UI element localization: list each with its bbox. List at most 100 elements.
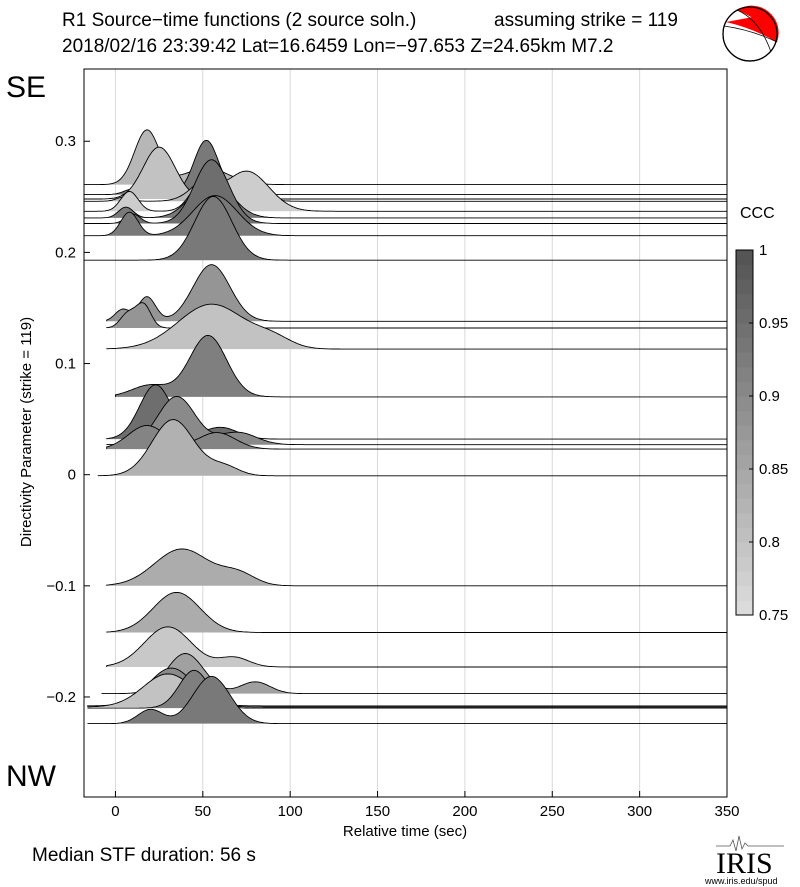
direction-nw: NW [6,760,57,793]
x-tick-label: 0 [111,803,119,820]
x-tick-label: 50 [194,803,211,820]
colorbar-segment [736,264,753,280]
colorbar-segment [736,396,753,412]
x-axis-label: Relative time (sec) [343,823,467,840]
stf-12-line [106,303,727,350]
y-tick-label: −0.1 [46,578,76,595]
y-tick-label: 0.2 [55,244,76,261]
y-tick-label: 0.3 [55,133,76,150]
stf-10-fill [106,264,727,322]
y-tick-label: 0 [68,467,76,484]
plot-frame [83,68,728,798]
iris-logo-text: IRIS [716,847,773,880]
colorbar-tick-label: 0.9 [759,388,780,405]
x-tick-label: 250 [540,803,565,820]
stf-25-line [87,675,727,725]
stf-07-fill [84,159,727,224]
colorbar-segment [736,556,753,572]
stf-08-line [84,195,727,237]
colorbar-segment [736,308,753,324]
stf-05-fill [84,171,727,212]
colorbar-segment [736,454,753,470]
stf-21-line [101,653,727,695]
stf-20-fill [106,626,727,667]
colorbar-segment [736,337,753,353]
stf-13-line [115,334,727,398]
colorbar-segment [736,323,753,339]
stf-14-line [106,384,727,440]
x-tick-label: 150 [365,803,390,820]
colorbar-segment [736,469,753,485]
colorbar-segment [736,483,753,499]
colorbar-tick-label: 0.75 [759,607,788,624]
stf-24-line [87,669,727,709]
chart-title: R1 Source−time functions (2 source soln.… [62,10,416,31]
stf-18-line [106,548,727,587]
stf-17-line [97,419,727,477]
x-axis-ticks: 0 50 100 150 200 250 300 350 [111,791,740,820]
stf-15-line [106,395,727,446]
colorbar-frame [735,249,754,616]
stf-19-line [106,591,727,633]
stf-19-fill [106,592,727,633]
colorbar-segment [736,250,753,266]
stf-20-line [106,626,727,668]
colorbar-tick-label: 1 [759,242,767,259]
stf-04-line [84,174,727,202]
iris-logo: IRIS www.iris.edu/spud [704,835,784,886]
colorbar-label: CCC [740,205,775,222]
x-tick-label: 300 [627,803,652,820]
stf-09-line [84,195,727,261]
direction-se: SE [6,71,46,104]
stf-09-fill [84,196,727,261]
stf-25-fill [87,676,727,724]
y-axis-ticks: −0.2 −0.1 0 0.1 0.2 0.3 [46,133,90,706]
colorbar-segment [736,512,753,528]
colorbar-segment [736,498,753,514]
stf-13-fill [115,335,727,397]
plot-area: 0 50 100 150 200 250 300 350 −0.2 −0.1 0 0.1 0.2 0.3 [46,68,740,820]
stf-03-fill [84,147,727,199]
colorbar-segment [736,293,753,309]
colorbar: CCC 0.75 0.8 0.85 0.9 0.95 1 [735,205,788,624]
event-info: 2018/02/16 23:39:42 Lat=16.6459 Lon=−97.… [62,36,613,57]
colorbar-tick-label: 0.95 [759,315,788,332]
x-tick-label: 100 [278,803,303,820]
stf-01-fill [84,129,727,185]
stf-21-fill [101,653,727,694]
colorbar-segment [736,410,753,426]
beachball-icon [722,5,779,62]
colorbar-segment [736,527,753,543]
y-axis-label: Directivity Parameter (strike = 119) [18,317,35,547]
stf-08-fill [84,195,727,236]
x-tick-label: 350 [714,803,739,820]
colorbar-tick-label: 0.8 [759,534,780,551]
stf-18-fill [106,548,727,586]
x-tick-label: 200 [452,803,477,820]
colorbar-segment [736,279,753,295]
colorbar-segment [736,439,753,455]
stf-17-fill [98,419,727,476]
colorbar-segment [736,425,753,441]
y-tick-label: 0.1 [55,356,76,373]
colorbar-segment [736,542,753,558]
colorbar-segment [736,600,753,616]
colorbar-segment [736,381,753,397]
median-duration: Median STF duration: 56 s [32,845,256,866]
colorbar-segment [736,571,753,587]
stf-16-line [106,425,727,450]
colorbar-segment [736,585,753,601]
stf-traces [84,129,727,725]
y-tick-label: −0.2 [46,689,76,706]
stf-23-fill [87,673,727,707]
colorbar-segment [736,352,753,368]
stf-10-line [106,264,727,322]
strike-note: assuming strike = 119 [494,10,678,31]
colorbar-segment [736,366,753,382]
colorbar-tick-label: 0.85 [759,461,788,478]
stf-07-line [84,159,727,224]
iris-url: www.iris.edu/spud [704,876,778,886]
stf-12-fill [106,304,727,350]
stf-02-line [84,139,727,196]
